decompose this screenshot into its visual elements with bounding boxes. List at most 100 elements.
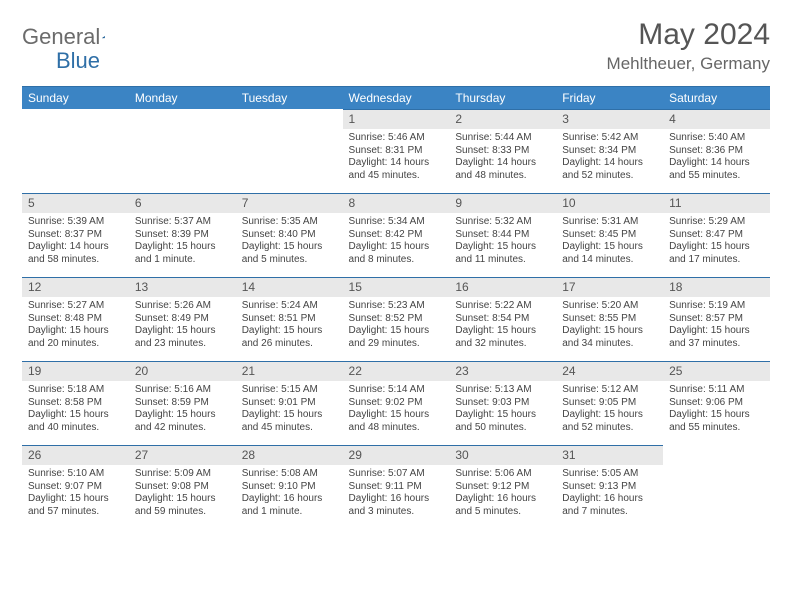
day-content: Sunrise: 5:44 AMSunset: 8:33 PMDaylight:… (449, 129, 556, 186)
day-number: 26 (22, 445, 129, 465)
calendar-cell: 29Sunrise: 5:07 AMSunset: 9:11 PMDayligh… (343, 445, 450, 529)
calendar-cell: 27Sunrise: 5:09 AMSunset: 9:08 PMDayligh… (129, 445, 236, 529)
calendar-cell: 22Sunrise: 5:14 AMSunset: 9:02 PMDayligh… (343, 361, 450, 445)
day-content: Sunrise: 5:06 AMSunset: 9:12 PMDaylight:… (449, 465, 556, 522)
logo-triangle-icon (102, 28, 105, 46)
calendar-cell (129, 109, 236, 193)
day-content: Sunrise: 5:10 AMSunset: 9:07 PMDaylight:… (22, 465, 129, 522)
day-content: Sunrise: 5:27 AMSunset: 8:48 PMDaylight:… (22, 297, 129, 354)
calendar-row: 5Sunrise: 5:39 AMSunset: 8:37 PMDaylight… (22, 193, 770, 277)
calendar-cell: 4Sunrise: 5:40 AMSunset: 8:36 PMDaylight… (663, 109, 770, 193)
calendar-cell: 15Sunrise: 5:23 AMSunset: 8:52 PMDayligh… (343, 277, 450, 361)
day-number: 27 (129, 445, 236, 465)
calendar-table: SundayMondayTuesdayWednesdayThursdayFrid… (22, 86, 770, 529)
title-block: May 2024 Mehltheuer, Germany (607, 18, 770, 74)
calendar-cell: 7Sunrise: 5:35 AMSunset: 8:40 PMDaylight… (236, 193, 343, 277)
day-number: 9 (449, 193, 556, 213)
day-content: Sunrise: 5:08 AMSunset: 9:10 PMDaylight:… (236, 465, 343, 522)
weekday-header: Saturday (663, 87, 770, 110)
day-number: 15 (343, 277, 450, 297)
weekday-header: Thursday (449, 87, 556, 110)
day-number: 30 (449, 445, 556, 465)
calendar-cell: 13Sunrise: 5:26 AMSunset: 8:49 PMDayligh… (129, 277, 236, 361)
day-number: 31 (556, 445, 663, 465)
day-number: 12 (22, 277, 129, 297)
day-number: 22 (343, 361, 450, 381)
day-content: Sunrise: 5:35 AMSunset: 8:40 PMDaylight:… (236, 213, 343, 270)
day-number: 24 (556, 361, 663, 381)
calendar-cell: 20Sunrise: 5:16 AMSunset: 8:59 PMDayligh… (129, 361, 236, 445)
calendar-cell: 17Sunrise: 5:20 AMSunset: 8:55 PMDayligh… (556, 277, 663, 361)
calendar-row: 26Sunrise: 5:10 AMSunset: 9:07 PMDayligh… (22, 445, 770, 529)
day-content: Sunrise: 5:12 AMSunset: 9:05 PMDaylight:… (556, 381, 663, 438)
calendar-body: 1Sunrise: 5:46 AMSunset: 8:31 PMDaylight… (22, 109, 770, 529)
calendar-row: 1Sunrise: 5:46 AMSunset: 8:31 PMDaylight… (22, 109, 770, 193)
logo-text-blue: Blue (56, 48, 100, 74)
calendar-cell: 11Sunrise: 5:29 AMSunset: 8:47 PMDayligh… (663, 193, 770, 277)
calendar-cell: 30Sunrise: 5:06 AMSunset: 9:12 PMDayligh… (449, 445, 556, 529)
calendar-cell: 26Sunrise: 5:10 AMSunset: 9:07 PMDayligh… (22, 445, 129, 529)
calendar-cell: 28Sunrise: 5:08 AMSunset: 9:10 PMDayligh… (236, 445, 343, 529)
day-content: Sunrise: 5:37 AMSunset: 8:39 PMDaylight:… (129, 213, 236, 270)
day-number: 4 (663, 109, 770, 129)
day-content: Sunrise: 5:26 AMSunset: 8:49 PMDaylight:… (129, 297, 236, 354)
day-content: Sunrise: 5:31 AMSunset: 8:45 PMDaylight:… (556, 213, 663, 270)
day-content: Sunrise: 5:32 AMSunset: 8:44 PMDaylight:… (449, 213, 556, 270)
weekday-header: Wednesday (343, 87, 450, 110)
weekday-header: Tuesday (236, 87, 343, 110)
day-content: Sunrise: 5:13 AMSunset: 9:03 PMDaylight:… (449, 381, 556, 438)
calendar-cell: 21Sunrise: 5:15 AMSunset: 9:01 PMDayligh… (236, 361, 343, 445)
day-number: 29 (343, 445, 450, 465)
day-content: Sunrise: 5:23 AMSunset: 8:52 PMDaylight:… (343, 297, 450, 354)
day-content: Sunrise: 5:20 AMSunset: 8:55 PMDaylight:… (556, 297, 663, 354)
calendar-cell: 18Sunrise: 5:19 AMSunset: 8:57 PMDayligh… (663, 277, 770, 361)
calendar-cell: 25Sunrise: 5:11 AMSunset: 9:06 PMDayligh… (663, 361, 770, 445)
day-number: 6 (129, 193, 236, 213)
calendar-cell: 10Sunrise: 5:31 AMSunset: 8:45 PMDayligh… (556, 193, 663, 277)
day-number: 28 (236, 445, 343, 465)
page-header: General May 2024 Mehltheuer, Germany (22, 18, 770, 74)
day-number: 3 (556, 109, 663, 129)
calendar-cell: 8Sunrise: 5:34 AMSunset: 8:42 PMDaylight… (343, 193, 450, 277)
day-content: Sunrise: 5:11 AMSunset: 9:06 PMDaylight:… (663, 381, 770, 438)
day-number: 17 (556, 277, 663, 297)
day-content: Sunrise: 5:15 AMSunset: 9:01 PMDaylight:… (236, 381, 343, 438)
day-content: Sunrise: 5:05 AMSunset: 9:13 PMDaylight:… (556, 465, 663, 522)
day-number: 23 (449, 361, 556, 381)
day-content: Sunrise: 5:40 AMSunset: 8:36 PMDaylight:… (663, 129, 770, 186)
calendar-cell: 6Sunrise: 5:37 AMSunset: 8:39 PMDaylight… (129, 193, 236, 277)
weekday-header-row: SundayMondayTuesdayWednesdayThursdayFrid… (22, 87, 770, 110)
day-content: Sunrise: 5:16 AMSunset: 8:59 PMDaylight:… (129, 381, 236, 438)
day-content: Sunrise: 5:24 AMSunset: 8:51 PMDaylight:… (236, 297, 343, 354)
day-number: 7 (236, 193, 343, 213)
month-title: May 2024 (607, 18, 770, 52)
day-content: Sunrise: 5:34 AMSunset: 8:42 PMDaylight:… (343, 213, 450, 270)
logo-text-gray: General (22, 24, 100, 50)
day-number: 8 (343, 193, 450, 213)
calendar-cell: 24Sunrise: 5:12 AMSunset: 9:05 PMDayligh… (556, 361, 663, 445)
day-content: Sunrise: 5:29 AMSunset: 8:47 PMDaylight:… (663, 213, 770, 270)
weekday-header: Friday (556, 87, 663, 110)
day-content: Sunrise: 5:09 AMSunset: 9:08 PMDaylight:… (129, 465, 236, 522)
calendar-cell (236, 109, 343, 193)
day-number: 20 (129, 361, 236, 381)
calendar-cell: 5Sunrise: 5:39 AMSunset: 8:37 PMDaylight… (22, 193, 129, 277)
calendar-cell: 23Sunrise: 5:13 AMSunset: 9:03 PMDayligh… (449, 361, 556, 445)
day-content: Sunrise: 5:07 AMSunset: 9:11 PMDaylight:… (343, 465, 450, 522)
day-number: 5 (22, 193, 129, 213)
location-label: Mehltheuer, Germany (607, 54, 770, 74)
calendar-row: 19Sunrise: 5:18 AMSunset: 8:58 PMDayligh… (22, 361, 770, 445)
weekday-header: Sunday (22, 87, 129, 110)
day-content: Sunrise: 5:19 AMSunset: 8:57 PMDaylight:… (663, 297, 770, 354)
day-number: 1 (343, 109, 450, 129)
day-number: 16 (449, 277, 556, 297)
calendar-cell: 2Sunrise: 5:44 AMSunset: 8:33 PMDaylight… (449, 109, 556, 193)
calendar-cell: 19Sunrise: 5:18 AMSunset: 8:58 PMDayligh… (22, 361, 129, 445)
day-content: Sunrise: 5:18 AMSunset: 8:58 PMDaylight:… (22, 381, 129, 438)
calendar-cell: 9Sunrise: 5:32 AMSunset: 8:44 PMDaylight… (449, 193, 556, 277)
weekday-header: Monday (129, 87, 236, 110)
day-content: Sunrise: 5:46 AMSunset: 8:31 PMDaylight:… (343, 129, 450, 186)
day-content: Sunrise: 5:14 AMSunset: 9:02 PMDaylight:… (343, 381, 450, 438)
calendar-cell: 3Sunrise: 5:42 AMSunset: 8:34 PMDaylight… (556, 109, 663, 193)
day-number: 19 (22, 361, 129, 381)
